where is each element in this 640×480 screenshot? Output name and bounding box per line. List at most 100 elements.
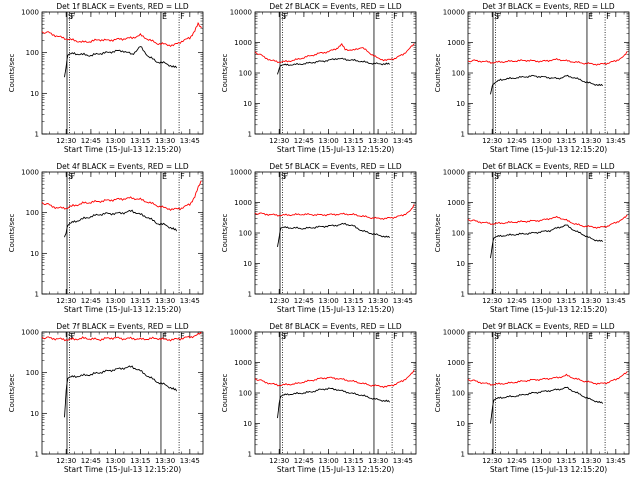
marker-label: F — [283, 12, 288, 21]
series-line-events — [277, 57, 390, 75]
y-tick-label: 1 — [248, 131, 252, 139]
marker-label: E — [162, 12, 167, 21]
marker-label: F — [606, 172, 611, 181]
marker-label: F — [496, 332, 501, 341]
x-tick-label: 13:15 — [343, 457, 363, 465]
x-tick-label: 13:30 — [581, 297, 601, 305]
marker-label: E — [588, 332, 593, 341]
x-tick-label: 12:30 — [56, 457, 76, 465]
x-tick-label: 12:30 — [56, 297, 76, 305]
detector-panel-2: Det 2f BLACK = Events, RED = LLD 1 10 100 10… — [221, 2, 417, 154]
y-tick-label: 1000 — [21, 169, 39, 177]
y-tick-label: 1 — [248, 291, 252, 299]
marker-label: S — [281, 172, 286, 181]
marker-label: E — [588, 172, 593, 181]
y-tick-label: 100 — [239, 230, 252, 238]
marker-label: F — [70, 12, 75, 21]
x-tick-label: 13:00 — [532, 297, 552, 305]
x-tick-label: 13:45 — [180, 137, 200, 145]
y-tick-label: 10 — [243, 100, 252, 108]
plot-frame — [41, 331, 204, 455]
x-tick-label: 13:45 — [606, 457, 626, 465]
series-line-events — [64, 209, 178, 238]
series-line-lld — [254, 204, 415, 220]
y-tick-label: 10000 — [443, 169, 465, 177]
marker-label: F — [496, 172, 501, 181]
marker-label: F — [70, 332, 75, 341]
y-tick-label: 1000 — [447, 199, 465, 207]
y-tick-label: 100 — [452, 390, 465, 398]
marker-label: F — [180, 172, 185, 181]
x-tick-label: 13:15 — [556, 457, 576, 465]
marker-label: S — [68, 12, 73, 21]
x-tick-label: 13:30 — [155, 457, 175, 465]
marker-label: S — [68, 172, 73, 181]
marker-label: E — [588, 12, 593, 21]
y-tick-label: 10 — [30, 410, 39, 418]
y-axis-label: Counts/sec — [8, 214, 16, 253]
marker-label: E — [162, 332, 167, 341]
y-tick-label: 10 — [243, 420, 252, 428]
x-axis-label: Start Time (15-Jul-13 12:15:20) — [64, 145, 181, 154]
x-tick-label: 13:00 — [319, 457, 339, 465]
y-tick-label: 1000 — [234, 199, 252, 207]
panel-title: Det 9f BLACK = Events, RED = LLD — [482, 322, 615, 331]
detector-panel-1: Det 1f BLACK = Events, RED = LLD 1 10 100 10… — [8, 2, 204, 154]
y-tick-label: 10 — [456, 100, 465, 108]
marker-label: F — [393, 332, 398, 341]
y-axis-label: Counts/sec — [8, 374, 16, 413]
y-tick-label: 10000 — [443, 329, 465, 337]
x-tick-label: 12:45 — [81, 457, 101, 465]
plot-frame — [41, 171, 204, 295]
marker-label: F — [606, 332, 611, 341]
y-tick-label: 100 — [239, 390, 252, 398]
y-tick-label: 10 — [30, 250, 39, 258]
y-tick-label: 10000 — [443, 9, 465, 17]
y-tick-label: 10 — [456, 260, 465, 268]
marker-label: F — [283, 172, 288, 181]
marker-label: F — [496, 12, 501, 21]
series-line-lld — [467, 371, 628, 386]
panel-title: Det 5f BLACK = Events, RED = LLD — [269, 162, 402, 171]
detector-panel-3: Det 3f BLACK = Events, RED = LLD 1 10 100 10… — [434, 2, 630, 154]
y-axis-label: Counts/sec — [8, 54, 16, 93]
panel-title: Det 2f BLACK = Events, RED = LLD — [269, 2, 402, 11]
y-axis-label: Counts/sec — [434, 374, 442, 413]
x-tick-label: 13:15 — [130, 457, 150, 465]
y-tick-label: 1 — [35, 451, 39, 459]
x-tick-label: 12:30 — [482, 297, 502, 305]
x-tick-label: 13:00 — [319, 297, 339, 305]
x-tick-label: 12:45 — [507, 457, 527, 465]
marker-label: S — [281, 12, 286, 21]
y-tick-label: 10000 — [230, 9, 252, 17]
x-axis-label: Start Time (15-Jul-13 12:15:20) — [64, 305, 181, 314]
detector-panel-9: Det 9f BLACK = Events, RED = LLD 1 10 100 10… — [434, 322, 630, 474]
x-tick-label: 13:30 — [155, 297, 175, 305]
y-tick-label: 100 — [452, 230, 465, 238]
detector-panel-8: Det 8f BLACK = Events, RED = LLD 1 10 100 10… — [221, 322, 417, 474]
x-tick-label: 13:30 — [581, 457, 601, 465]
y-tick-label: 1 — [461, 451, 465, 459]
panel-title: Det 7f BLACK = Events, RED = LLD — [56, 322, 189, 331]
panel-title: Det 1f BLACK = Events, RED = LLD — [56, 2, 189, 11]
series-line-lld — [254, 42, 415, 64]
series-line-lld — [467, 214, 628, 229]
y-axis-label: Counts/sec — [221, 214, 229, 253]
marker-label: S — [494, 12, 499, 21]
x-tick-label: 13:45 — [393, 137, 413, 145]
y-tick-label: 1 — [461, 291, 465, 299]
y-tick-label: 1000 — [447, 39, 465, 47]
x-tick-label: 13:15 — [130, 137, 150, 145]
x-tick-label: 13:45 — [393, 297, 413, 305]
x-tick-label: 13:45 — [393, 457, 413, 465]
x-tick-label: 12:45 — [294, 457, 314, 465]
series-line-events — [277, 222, 390, 247]
y-tick-label: 10 — [243, 260, 252, 268]
x-tick-label: 13:00 — [319, 137, 339, 145]
x-tick-label: 12:45 — [507, 137, 527, 145]
x-tick-label: 13:45 — [180, 457, 200, 465]
y-tick-label: 1 — [35, 291, 39, 299]
y-tick-label: 1 — [461, 131, 465, 139]
x-tick-label: 12:30 — [482, 457, 502, 465]
x-tick-label: 13:45 — [606, 297, 626, 305]
